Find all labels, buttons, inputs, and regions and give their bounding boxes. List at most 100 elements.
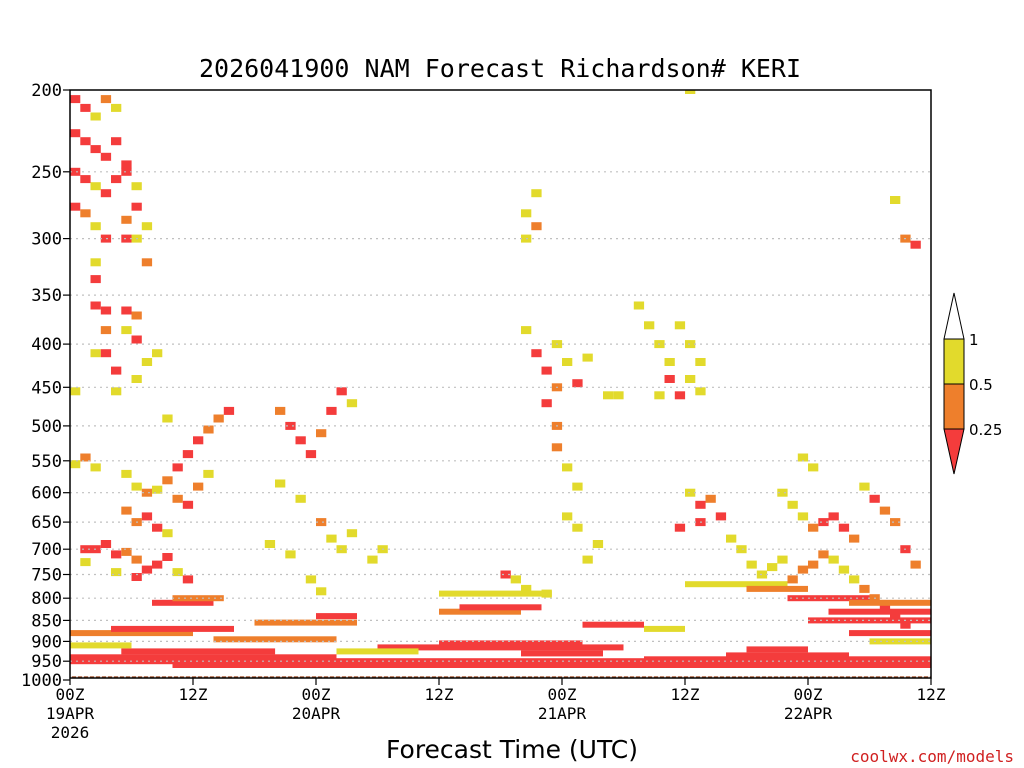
ri-cell bbox=[70, 129, 81, 138]
ri-cell bbox=[90, 112, 101, 121]
ri-cell bbox=[172, 463, 183, 472]
ri-cell bbox=[305, 575, 317, 584]
ri-cell bbox=[521, 209, 532, 218]
x-tick-label: 2026 bbox=[51, 723, 90, 742]
y-tick-label: 500 bbox=[31, 417, 62, 437]
ri-cell bbox=[111, 568, 122, 577]
ri-cell bbox=[295, 494, 306, 503]
watermark-text: coolwx.com/models bbox=[850, 747, 1014, 766]
ri-cell bbox=[818, 518, 829, 527]
ri-cell bbox=[633, 301, 645, 310]
ri-cell bbox=[100, 540, 112, 548]
ri-cell bbox=[674, 523, 686, 532]
ri-band bbox=[746, 646, 808, 653]
ri-cell bbox=[80, 137, 91, 146]
ri-band bbox=[849, 630, 931, 637]
ri-cell bbox=[152, 349, 163, 358]
ri-cell bbox=[572, 482, 583, 491]
y-tick-label: 600 bbox=[31, 484, 62, 504]
ri-band bbox=[726, 652, 849, 659]
ri-cell bbox=[182, 575, 194, 584]
ground-fill bbox=[70, 676, 931, 678]
ri-cell bbox=[787, 500, 798, 509]
y-tick-label: 800 bbox=[31, 589, 62, 609]
ri-cell bbox=[572, 523, 583, 532]
y-tick-label: 200 bbox=[31, 81, 62, 101]
y-tick-label: 250 bbox=[31, 163, 62, 183]
ri-cell bbox=[849, 575, 860, 584]
ri-cell bbox=[131, 375, 142, 383]
ri-band bbox=[377, 644, 624, 651]
ri-cell bbox=[152, 523, 163, 532]
ri-cell bbox=[910, 560, 921, 569]
ri-cell bbox=[131, 335, 142, 344]
ri-cell bbox=[111, 175, 122, 184]
y-tick-label: 300 bbox=[31, 230, 62, 250]
ri-cell bbox=[736, 545, 747, 554]
ri-cell bbox=[890, 612, 901, 621]
ri-cell bbox=[828, 555, 839, 564]
ri-cell bbox=[572, 379, 583, 388]
ri-cell bbox=[562, 358, 573, 366]
ri-cell bbox=[100, 189, 112, 198]
ri-band bbox=[70, 658, 931, 665]
ri-cell bbox=[797, 565, 809, 574]
ri-band bbox=[869, 638, 931, 645]
ri-cell bbox=[70, 202, 81, 211]
ri-cell bbox=[715, 512, 727, 521]
ri-cell bbox=[121, 547, 132, 556]
ri-cell bbox=[121, 160, 132, 169]
ri-cell bbox=[111, 137, 122, 146]
ri-cell bbox=[80, 103, 91, 112]
ri-cell bbox=[141, 565, 153, 574]
ri-cell bbox=[890, 196, 901, 204]
ri-cell bbox=[644, 321, 655, 330]
ri-cell bbox=[111, 387, 122, 396]
ri-cell bbox=[818, 550, 829, 559]
y-tick-label: 750 bbox=[31, 566, 62, 586]
ri-band bbox=[336, 648, 419, 655]
ri-cell bbox=[182, 450, 194, 459]
ri-cell bbox=[664, 375, 675, 383]
ri-cell bbox=[100, 234, 112, 243]
y-tick-label: 900 bbox=[31, 632, 62, 652]
ri-cell bbox=[90, 275, 101, 284]
ri-cell bbox=[869, 494, 880, 503]
x-axis-label: Forecast Time (UTC) bbox=[386, 735, 638, 764]
x-tick-label: 12Z bbox=[425, 685, 454, 704]
ri-cell bbox=[346, 529, 358, 538]
ri-band bbox=[152, 599, 214, 606]
ri-cell bbox=[674, 321, 686, 330]
ri-cell bbox=[531, 222, 542, 231]
ri-cell bbox=[131, 555, 142, 564]
ri-cell bbox=[541, 399, 552, 408]
ri-cell bbox=[316, 429, 327, 438]
ri-cell bbox=[685, 375, 696, 383]
ri-cell bbox=[531, 349, 542, 358]
ri-band bbox=[70, 642, 132, 649]
ri-cell bbox=[521, 584, 532, 593]
ri-cell bbox=[121, 326, 132, 335]
ri-cell bbox=[193, 482, 204, 491]
ri-cell bbox=[203, 425, 214, 434]
ri-cell bbox=[80, 175, 91, 184]
ri-band bbox=[787, 595, 870, 602]
ri-cell bbox=[510, 575, 521, 584]
ri-band bbox=[121, 648, 276, 655]
x-tick-label: 00Z bbox=[302, 685, 331, 704]
ri-cell bbox=[726, 534, 737, 543]
legend-swatch bbox=[943, 338, 965, 385]
ri-cell bbox=[695, 358, 706, 366]
ri-cell bbox=[90, 349, 101, 358]
legend-label: 0.5 bbox=[969, 376, 993, 394]
y-tick-label: 550 bbox=[31, 452, 62, 472]
y-tick-label: 700 bbox=[31, 540, 62, 560]
ri-band bbox=[459, 604, 542, 611]
ri-cell bbox=[879, 506, 891, 515]
ri-cell bbox=[521, 326, 532, 335]
ri-band bbox=[254, 619, 357, 626]
ri-band bbox=[685, 581, 788, 588]
ri-cell bbox=[808, 523, 819, 532]
y-tick-label: 850 bbox=[31, 611, 62, 631]
